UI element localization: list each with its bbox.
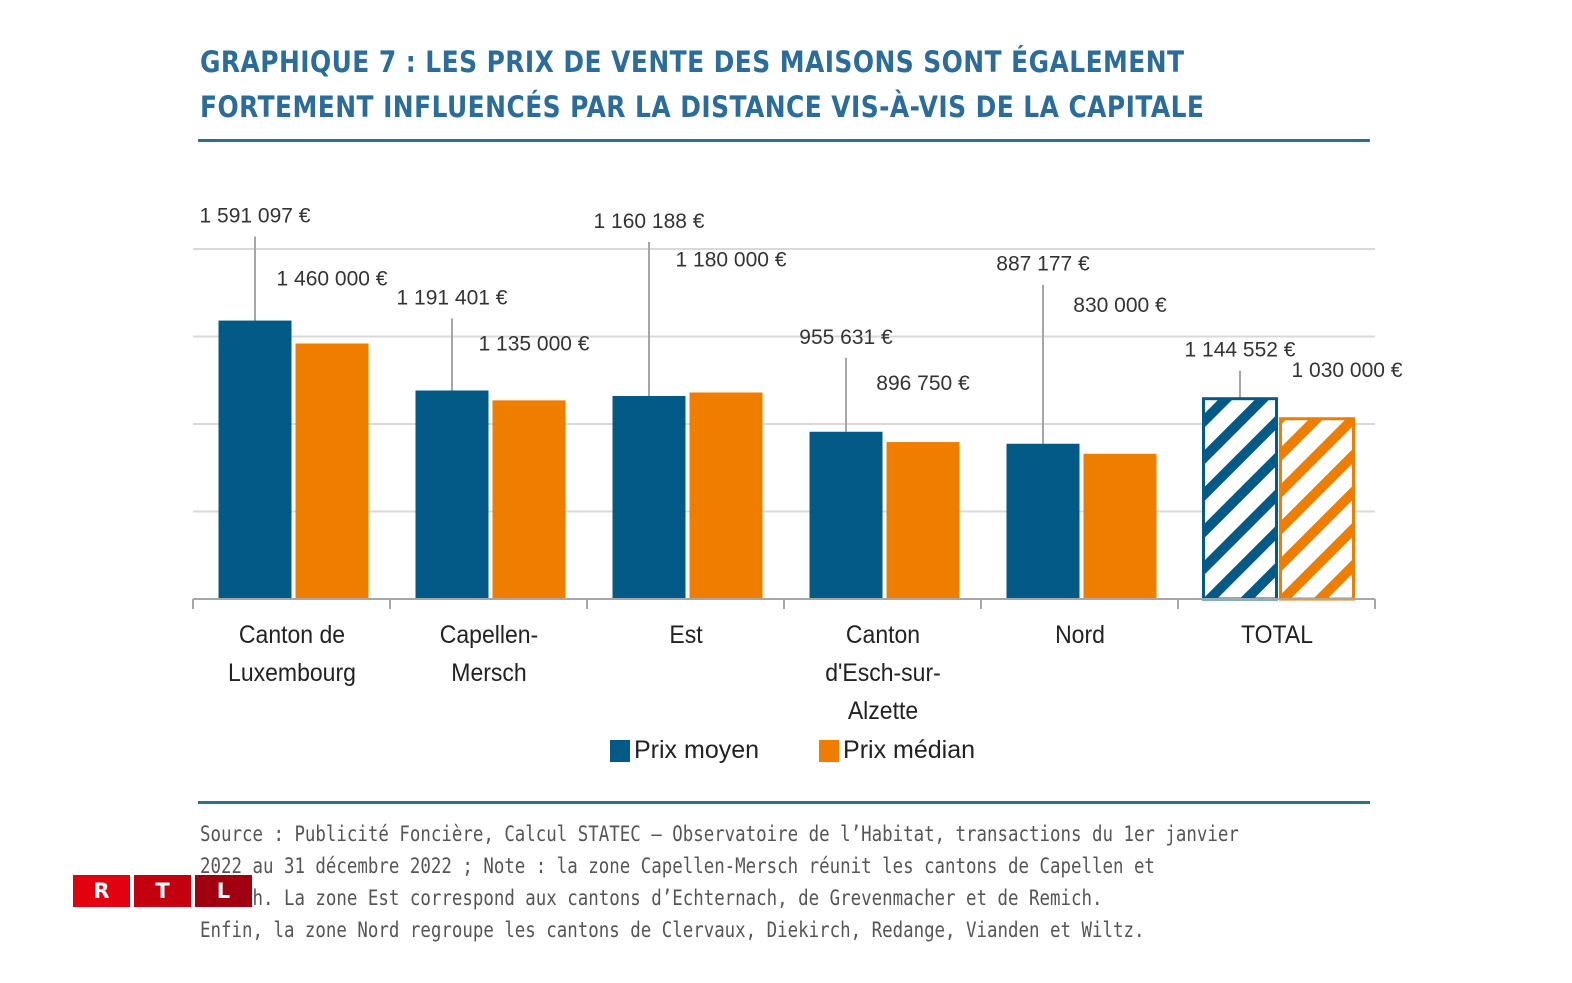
legend-label-mean: Prix moyen [634, 736, 760, 764]
category-label-line: Luxembourg [227, 659, 356, 687]
category-label: Canton de Luxembourg [209, 616, 375, 692]
rtl-logo: R T L [73, 875, 252, 907]
legend-item-median: Prix médian [819, 736, 975, 765]
data-label-mean: 955 631 € [799, 326, 893, 349]
bar-median [492, 400, 566, 599]
source-note: Source : Publicité Foncière, Calcul STAT… [200, 818, 1239, 946]
x-axis [192, 598, 1376, 609]
bar-median [1083, 453, 1157, 599]
category-label-line: Alzette [847, 697, 918, 725]
category-label-line: Est [668, 621, 703, 649]
data-label-median: 1 460 000 € [277, 268, 388, 291]
data-labels: 1 591 097 € 1 460 000 € 1 191 401 € 1 135 0… [200, 205, 1403, 396]
data-label-mean: 1 591 097 € [200, 205, 311, 228]
data-label-median: 1 030 000 € [1292, 359, 1403, 382]
bar-mean [218, 320, 292, 599]
rtl-logo-t: T [134, 875, 191, 907]
bar-median [1279, 417, 1355, 601]
category-label-line: Capellen- [439, 621, 538, 649]
category-label: Nord [997, 616, 1163, 654]
legend-label-median: Prix médian [843, 736, 976, 764]
data-label-mean: 887 177 € [996, 253, 1090, 276]
data-label-median: 830 000 € [1073, 294, 1167, 317]
legend-swatch-mean [610, 739, 630, 762]
bar-mean [1202, 397, 1278, 601]
bar-mean [1006, 443, 1080, 599]
bar-mean [612, 395, 686, 599]
bars [218, 320, 1355, 601]
data-label-median: 896 750 € [876, 372, 970, 395]
bar-median [689, 392, 763, 599]
data-label-median: 1 180 000 € [676, 249, 787, 272]
category-label-line: Canton [845, 621, 920, 649]
data-label-mean: 1 160 188 € [594, 210, 705, 233]
chart-title-line-2: FORTEMENT INFLUENCÉS PAR LA DISTANCE VIS… [200, 90, 1205, 124]
legend: Prix moyen Prix médian [610, 736, 975, 765]
category-label: TOTAL [1194, 616, 1360, 654]
bar-mean [809, 431, 883, 599]
bar-mean [415, 390, 489, 599]
chart-title-line-1: GRAPHIQUE 7 : LES PRIX DE VENTE DES MAIS… [200, 45, 1185, 79]
source-note-line: Source : Publicité Foncière, Calcul STAT… [200, 822, 1239, 846]
source-note-line: Enfin, la zone Nord regroupe les cantons… [200, 918, 1145, 942]
legend-item-mean: Prix moyen [610, 736, 759, 765]
source-note-line: Mersch. La zone Est correspond aux canto… [200, 886, 1103, 910]
leader-lines [254, 236, 1241, 444]
title-rule [198, 139, 1370, 142]
footer-rule [198, 801, 1370, 804]
data-label-median: 1 135 000 € [479, 332, 590, 355]
gridlines [193, 248, 1375, 513]
rtl-logo-r: R [73, 875, 130, 907]
category-label-line: TOTAL [1240, 621, 1313, 649]
category-label-line: Canton de [238, 621, 345, 649]
data-label-mean: 1 191 401 € [397, 287, 508, 310]
category-label-line: Mersch [450, 659, 527, 687]
category-label: Est [603, 616, 769, 654]
category-label: Canton d'Esch-sur- Alzette [800, 616, 966, 730]
data-label-mean: 1 144 552 € [1185, 339, 1296, 362]
category-label-line: d'Esch-sur- [824, 659, 941, 687]
category-label: Capellen- Mersch [406, 616, 572, 692]
category-label-line: Nord [1054, 621, 1105, 649]
rtl-logo-l: L [195, 875, 252, 907]
bar-median [295, 343, 369, 599]
chart-title: GRAPHIQUE 7 : LES PRIX DE VENTE DES MAIS… [200, 40, 1215, 130]
source-note-line: 2022 au 31 décembre 2022 ; Note : la zon… [200, 854, 1155, 878]
legend-swatch-median [819, 739, 840, 762]
bar-median [886, 442, 960, 599]
